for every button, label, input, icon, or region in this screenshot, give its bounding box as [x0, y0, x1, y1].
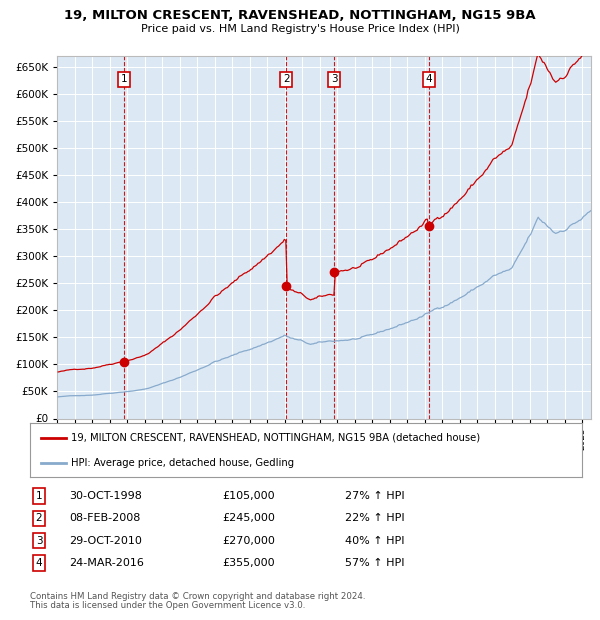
Text: 19, MILTON CRESCENT, RAVENSHEAD, NOTTINGHAM, NG15 9BA: 19, MILTON CRESCENT, RAVENSHEAD, NOTTING…: [64, 9, 536, 22]
Text: 3: 3: [35, 536, 43, 546]
Text: 40% ↑ HPI: 40% ↑ HPI: [345, 536, 404, 546]
Text: This data is licensed under the Open Government Licence v3.0.: This data is licensed under the Open Gov…: [30, 601, 305, 611]
Text: 1: 1: [121, 74, 127, 84]
Text: £245,000: £245,000: [222, 513, 275, 523]
Text: 57% ↑ HPI: 57% ↑ HPI: [345, 558, 404, 568]
Text: 24-MAR-2016: 24-MAR-2016: [69, 558, 144, 568]
Text: 08-FEB-2008: 08-FEB-2008: [69, 513, 140, 523]
Text: £270,000: £270,000: [222, 536, 275, 546]
Text: 29-OCT-2010: 29-OCT-2010: [69, 536, 142, 546]
Text: £355,000: £355,000: [222, 558, 275, 568]
Text: 3: 3: [331, 74, 337, 84]
Text: HPI: Average price, detached house, Gedling: HPI: Average price, detached house, Gedl…: [71, 458, 295, 467]
Text: 27% ↑ HPI: 27% ↑ HPI: [345, 491, 404, 501]
Text: 2: 2: [283, 74, 290, 84]
Text: 1: 1: [35, 491, 43, 501]
Text: 2: 2: [35, 513, 43, 523]
Text: Price paid vs. HM Land Registry's House Price Index (HPI): Price paid vs. HM Land Registry's House …: [140, 24, 460, 33]
Text: 19, MILTON CRESCENT, RAVENSHEAD, NOTTINGHAM, NG15 9BA (detached house): 19, MILTON CRESCENT, RAVENSHEAD, NOTTING…: [71, 433, 481, 443]
Text: £105,000: £105,000: [222, 491, 275, 501]
Text: 4: 4: [35, 558, 43, 568]
Text: Contains HM Land Registry data © Crown copyright and database right 2024.: Contains HM Land Registry data © Crown c…: [30, 592, 365, 601]
Text: 30-OCT-1998: 30-OCT-1998: [69, 491, 142, 501]
Text: 22% ↑ HPI: 22% ↑ HPI: [345, 513, 404, 523]
Text: 4: 4: [425, 74, 432, 84]
